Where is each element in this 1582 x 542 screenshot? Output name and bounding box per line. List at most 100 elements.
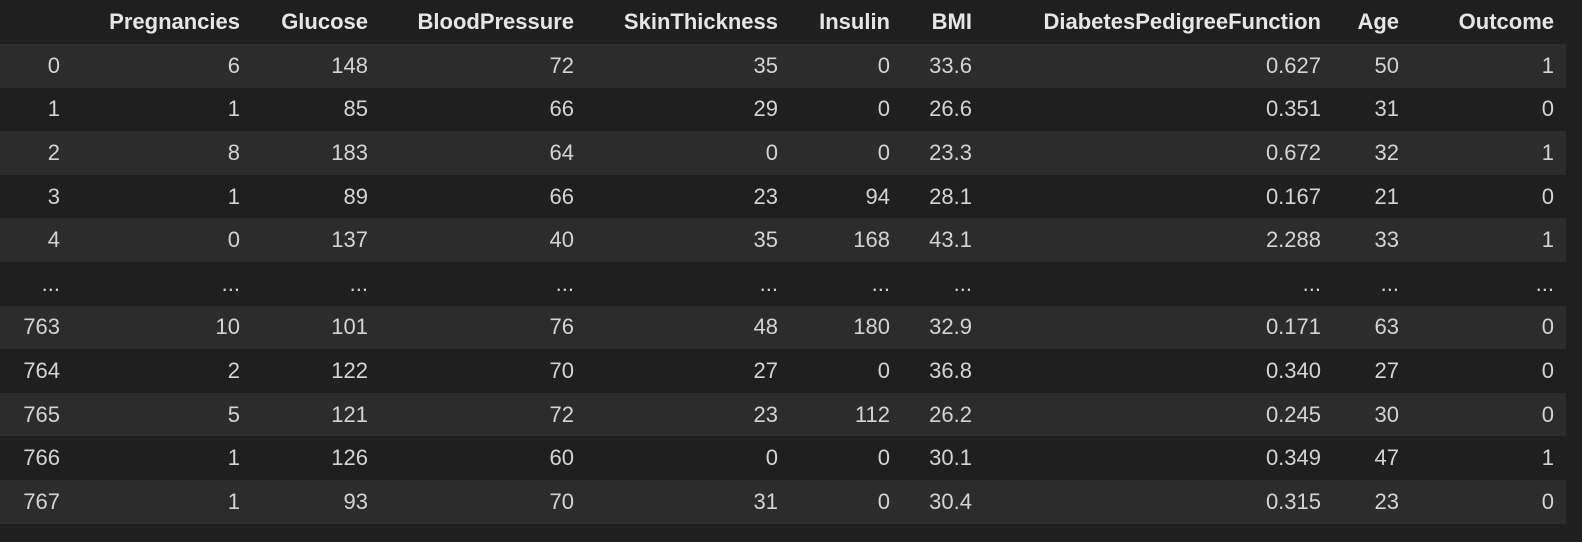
cell-age: 31 xyxy=(1374,96,1399,122)
cell-glucose: 122 xyxy=(331,357,368,383)
cell-skinthickness: 0 xyxy=(765,445,778,471)
cell-diabetespedigreefunction: 0.672 xyxy=(1265,139,1321,165)
cell-diabetespedigreefunction: 0.171 xyxy=(1265,314,1321,340)
cell-insulin: 0 xyxy=(877,52,890,78)
index-header xyxy=(0,0,72,44)
cell-age: 50 xyxy=(1374,52,1399,78)
cell-bloodpressure: 60 xyxy=(549,445,574,471)
cell-diabetespedigreefunction: 0.167 xyxy=(1265,183,1321,209)
column-header-glucose: Glucose xyxy=(281,9,368,34)
row-index: 4 xyxy=(47,227,60,253)
cell-outcome: 0 xyxy=(1541,96,1554,122)
cell-bloodpressure: 72 xyxy=(549,52,574,78)
cell-insulin: 180 xyxy=(853,314,890,340)
cell-bloodpressure: 76 xyxy=(549,314,574,340)
cell-skinthickness: 23 xyxy=(753,401,778,427)
cell-skinthickness: 35 xyxy=(753,227,778,253)
cell-insulin: 0 xyxy=(877,357,890,383)
header-row: Pregnancies Glucose BloodPressure SkinTh… xyxy=(0,0,1566,44)
cell-bloodpressure: 70 xyxy=(549,488,574,514)
cell-age: 23 xyxy=(1374,488,1399,514)
table-row: 767 1 93 70 31 0 30.4 0.315 23 0 xyxy=(0,479,1566,524)
cell-age: ... xyxy=(1380,270,1399,296)
cell-bloodpressure: 66 xyxy=(549,183,574,209)
cell-insulin: ... xyxy=(871,270,890,296)
column-header-bmi: BMI xyxy=(931,9,972,34)
cell-skinthickness: 48 xyxy=(753,314,778,340)
cell-diabetespedigreefunction: 0.340 xyxy=(1265,357,1321,383)
cell-insulin: 0 xyxy=(877,139,890,165)
row-index: 0 xyxy=(47,52,60,78)
cell-bmi: 33.6 xyxy=(929,52,972,78)
row-index: 765 xyxy=(23,401,60,427)
cell-outcome: 1 xyxy=(1541,139,1554,165)
cell-outcome: 0 xyxy=(1541,357,1554,383)
column-header-pregnancies: Pregnancies xyxy=(109,9,240,34)
cell-pregnancies: 2 xyxy=(227,357,240,383)
cell-age: 63 xyxy=(1374,314,1399,340)
cell-pregnancies: 0 xyxy=(227,227,240,253)
cell-glucose: 89 xyxy=(343,183,368,209)
cell-insulin: 0 xyxy=(877,445,890,471)
cell-insulin: 94 xyxy=(865,183,890,209)
cell-outcome: 0 xyxy=(1541,488,1554,514)
cell-pregnancies: 1 xyxy=(227,96,240,122)
cell-outcome: 0 xyxy=(1541,183,1554,209)
row-index: 3 xyxy=(47,183,60,209)
cell-glucose: 183 xyxy=(331,139,368,165)
cell-glucose: 137 xyxy=(331,227,368,253)
cell-outcome: 1 xyxy=(1541,445,1554,471)
cell-outcome: 0 xyxy=(1541,401,1554,427)
cell-outcome: 0 xyxy=(1541,314,1554,340)
cell-diabetespedigreefunction: 0.627 xyxy=(1265,52,1321,78)
cell-bloodpressure: ... xyxy=(555,270,574,296)
cell-skinthickness: 0 xyxy=(765,139,778,165)
cell-pregnancies: 1 xyxy=(227,488,240,514)
column-header-insulin: Insulin xyxy=(819,9,890,34)
cell-bloodpressure: 66 xyxy=(549,96,574,122)
table-row: 1 1 85 66 29 0 26.6 0.351 31 0 xyxy=(0,87,1566,132)
table-row: 0 6 148 72 35 0 33.6 0.627 50 1 xyxy=(0,44,1566,88)
cell-glucose: ... xyxy=(349,270,368,296)
cell-outcome: ... xyxy=(1535,270,1554,296)
cell-age: 33 xyxy=(1374,227,1399,253)
table-row: 764 2 122 70 27 0 36.8 0.340 27 0 xyxy=(0,349,1566,393)
cell-pregnancies: 1 xyxy=(227,445,240,471)
cell-insulin: 0 xyxy=(877,488,890,514)
cell-skinthickness: 23 xyxy=(753,183,778,209)
cell-pregnancies: ... xyxy=(221,270,240,296)
row-index: 1 xyxy=(47,96,60,122)
cell-skinthickness: 31 xyxy=(753,488,778,514)
cell-insulin: 0 xyxy=(877,96,890,122)
cell-pregnancies: 6 xyxy=(227,52,240,78)
cell-diabetespedigreefunction: 0.349 xyxy=(1265,445,1321,471)
cell-pregnancies: 1 xyxy=(227,183,240,209)
cell-glucose: 126 xyxy=(331,445,368,471)
cell-pregnancies: 8 xyxy=(227,139,240,165)
cell-bmi: 32.9 xyxy=(929,314,972,340)
cell-glucose: 93 xyxy=(343,488,368,514)
cell-bmi: ... xyxy=(953,270,972,296)
cell-glucose: 121 xyxy=(331,401,368,427)
cell-pregnancies: 5 xyxy=(227,401,240,427)
row-index: 764 xyxy=(23,357,60,383)
table-row: 4 0 137 40 35 168 43.1 2.288 33 1 xyxy=(0,218,1566,262)
cell-glucose: 85 xyxy=(343,96,368,122)
cell-age: 47 xyxy=(1374,445,1399,471)
cell-age: 30 xyxy=(1374,401,1399,427)
row-index: 2 xyxy=(47,139,60,165)
cell-bmi: 26.2 xyxy=(929,401,972,427)
cell-bmi: 26.6 xyxy=(929,96,972,122)
cell-skinthickness: 29 xyxy=(753,96,778,122)
column-header-age: Age xyxy=(1357,9,1399,34)
cell-diabetespedigreefunction: ... xyxy=(1302,270,1321,296)
cell-bmi: 43.1 xyxy=(929,227,972,253)
cell-skinthickness: ... xyxy=(759,270,778,296)
column-header-skinthickness: SkinThickness xyxy=(623,9,778,34)
cell-pregnancies: 10 xyxy=(215,314,240,340)
table-row: 2 8 183 64 0 0 23.3 0.672 32 1 xyxy=(0,131,1566,175)
row-index: 763 xyxy=(23,314,60,340)
column-header-outcome: Outcome xyxy=(1458,9,1554,34)
cell-insulin: 112 xyxy=(854,401,890,427)
